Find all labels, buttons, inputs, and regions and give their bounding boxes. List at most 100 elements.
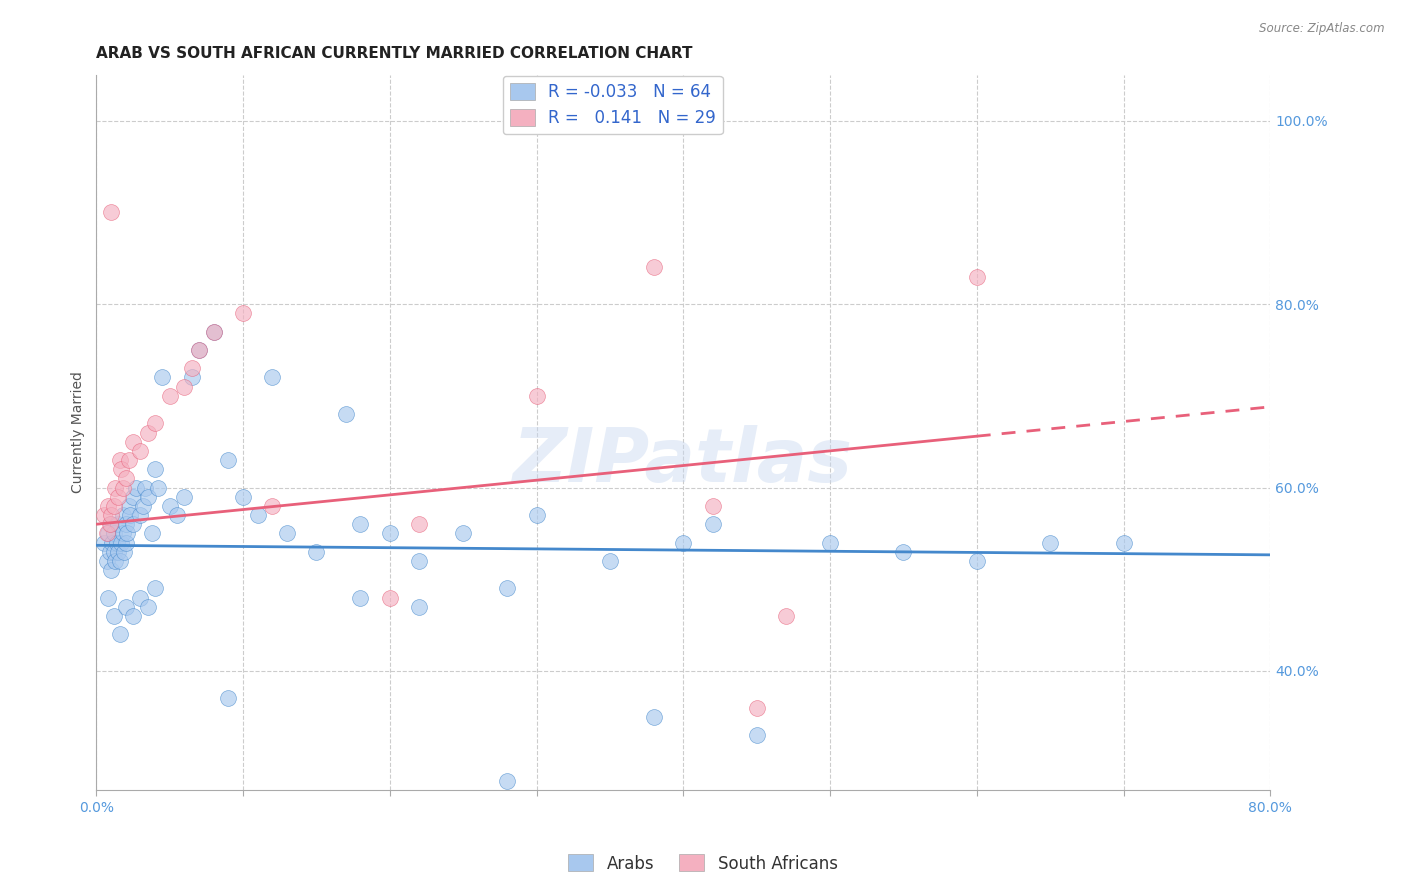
Point: [129, 443, 152, 458]
Point: [217, 453, 239, 467]
Point: [232, 306, 254, 320]
Point: [180, 361, 202, 376]
Point: [349, 591, 371, 605]
Point: [117, 453, 139, 467]
Point: [103, 545, 125, 559]
Point: [107, 490, 129, 504]
Point: [122, 517, 145, 532]
Point: [526, 508, 548, 522]
Point: [672, 535, 695, 549]
Point: [96, 554, 118, 568]
Point: [702, 499, 724, 513]
Point: [110, 535, 132, 549]
Point: [1039, 535, 1062, 549]
Point: [775, 608, 797, 623]
Point: [104, 554, 127, 568]
Point: [98, 545, 121, 559]
Point: [966, 269, 988, 284]
Point: [188, 343, 211, 357]
Point: [117, 499, 139, 513]
Point: [120, 508, 142, 522]
Point: [202, 325, 225, 339]
Legend: R = -0.033   N = 64, R =   0.141   N = 29: R = -0.033 N = 64, R = 0.141 N = 29: [503, 76, 723, 134]
Point: [173, 490, 195, 504]
Point: [125, 481, 148, 495]
Point: [262, 370, 284, 384]
Point: [100, 517, 122, 532]
Point: [143, 462, 166, 476]
Point: [111, 508, 134, 522]
Point: [643, 710, 665, 724]
Point: [122, 434, 145, 449]
Point: [97, 499, 120, 513]
Point: [112, 545, 135, 559]
Point: [150, 370, 173, 384]
Point: [103, 499, 125, 513]
Point: [141, 526, 163, 541]
Point: [115, 526, 138, 541]
Text: ZIPatlas: ZIPatlas: [513, 425, 853, 498]
Point: [526, 389, 548, 403]
Point: [217, 691, 239, 706]
Point: [93, 535, 115, 549]
Point: [108, 627, 131, 641]
Point: [378, 526, 401, 541]
Point: [188, 343, 211, 357]
Point: [103, 608, 125, 623]
Point: [100, 563, 122, 577]
Point: [745, 700, 768, 714]
Point: [276, 526, 298, 541]
Point: [101, 535, 124, 549]
Point: [408, 517, 430, 532]
Point: [146, 481, 169, 495]
Point: [111, 526, 134, 541]
Point: [408, 554, 430, 568]
Point: [129, 591, 152, 605]
Point: [893, 545, 915, 559]
Point: [496, 774, 519, 789]
Y-axis label: Currently Married: Currently Married: [72, 372, 86, 493]
Point: [134, 481, 156, 495]
Point: [451, 526, 474, 541]
Point: [202, 325, 225, 339]
Point: [122, 608, 145, 623]
Point: [378, 591, 401, 605]
Point: [180, 370, 202, 384]
Point: [745, 728, 768, 742]
Point: [107, 517, 129, 532]
Point: [136, 599, 159, 614]
Point: [114, 471, 136, 485]
Point: [262, 499, 284, 513]
Point: [108, 554, 131, 568]
Point: [136, 425, 159, 440]
Point: [132, 499, 155, 513]
Point: [103, 526, 125, 541]
Point: [408, 599, 430, 614]
Point: [349, 517, 371, 532]
Point: [98, 517, 121, 532]
Point: [1112, 535, 1135, 549]
Point: [173, 379, 195, 393]
Point: [599, 554, 621, 568]
Point: [643, 260, 665, 275]
Point: [129, 508, 152, 522]
Point: [114, 517, 136, 532]
Point: [143, 582, 166, 596]
Point: [159, 389, 181, 403]
Point: [97, 526, 120, 541]
Point: [96, 526, 118, 541]
Point: [335, 407, 357, 421]
Point: [159, 499, 181, 513]
Point: [143, 417, 166, 431]
Point: [114, 599, 136, 614]
Point: [702, 517, 724, 532]
Point: [496, 582, 519, 596]
Point: [818, 535, 841, 549]
Legend: Arabs, South Africans: Arabs, South Africans: [561, 847, 845, 880]
Point: [122, 490, 145, 504]
Text: Source: ZipAtlas.com: Source: ZipAtlas.com: [1260, 22, 1385, 36]
Point: [166, 508, 188, 522]
Point: [114, 535, 136, 549]
Point: [105, 535, 128, 549]
Point: [100, 205, 122, 219]
